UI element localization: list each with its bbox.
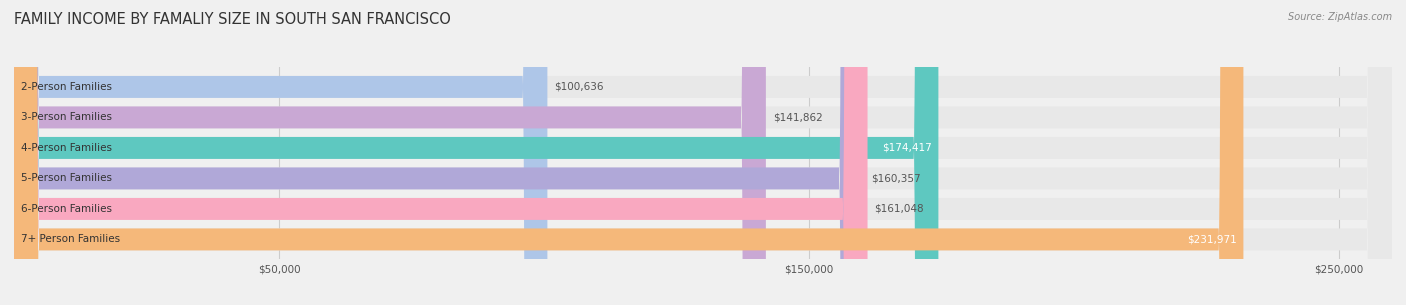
Text: $174,417: $174,417: [882, 143, 932, 153]
FancyBboxPatch shape: [14, 0, 1392, 305]
FancyBboxPatch shape: [14, 0, 1392, 305]
Text: 7+ Person Families: 7+ Person Families: [21, 235, 120, 244]
FancyBboxPatch shape: [14, 0, 766, 305]
FancyBboxPatch shape: [14, 0, 1243, 305]
FancyBboxPatch shape: [14, 0, 1392, 305]
Text: $160,357: $160,357: [870, 174, 921, 183]
FancyBboxPatch shape: [14, 0, 868, 305]
Text: 5-Person Families: 5-Person Families: [21, 174, 112, 183]
FancyBboxPatch shape: [14, 0, 938, 305]
Text: 2-Person Families: 2-Person Families: [21, 82, 112, 92]
Text: $231,971: $231,971: [1187, 235, 1236, 244]
FancyBboxPatch shape: [14, 0, 863, 305]
Text: 6-Person Families: 6-Person Families: [21, 204, 112, 214]
Text: FAMILY INCOME BY FAMALIY SIZE IN SOUTH SAN FRANCISCO: FAMILY INCOME BY FAMALIY SIZE IN SOUTH S…: [14, 12, 451, 27]
Text: 4-Person Families: 4-Person Families: [21, 143, 112, 153]
FancyBboxPatch shape: [14, 0, 1392, 305]
Text: $161,048: $161,048: [875, 204, 924, 214]
Text: 3-Person Families: 3-Person Families: [21, 113, 112, 122]
FancyBboxPatch shape: [14, 0, 547, 305]
Text: $100,636: $100,636: [554, 82, 603, 92]
FancyBboxPatch shape: [14, 0, 1392, 305]
Text: Source: ZipAtlas.com: Source: ZipAtlas.com: [1288, 12, 1392, 22]
Text: $141,862: $141,862: [773, 113, 823, 122]
FancyBboxPatch shape: [14, 0, 1392, 305]
